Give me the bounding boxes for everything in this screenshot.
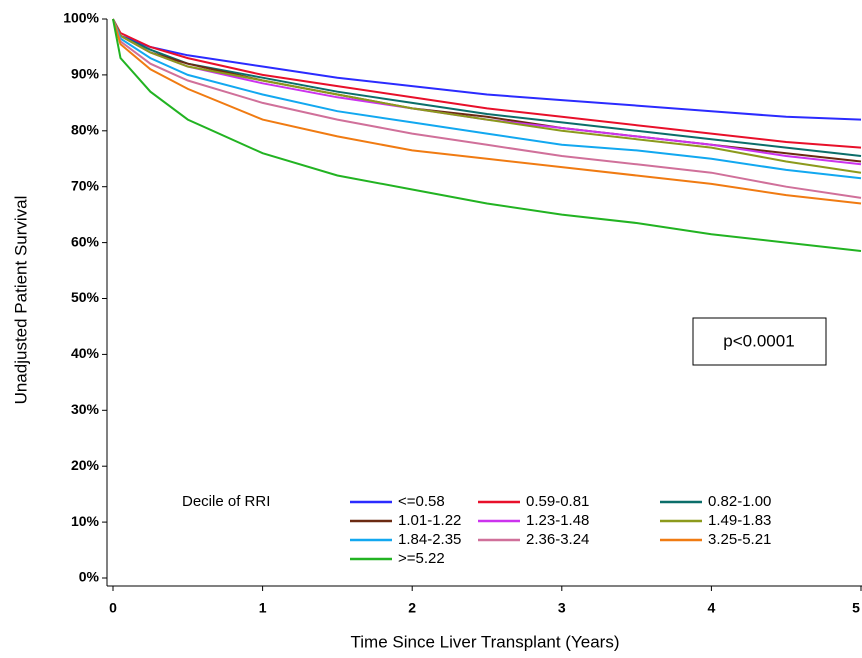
y-tick-label: 70%: [71, 177, 100, 193]
x-tick-label: 4: [708, 600, 716, 616]
annotation: p<0.0001: [723, 331, 794, 350]
survival-line: [112, 18, 862, 149]
survival-line: [112, 18, 862, 180]
legend-label: 1.49-1.83: [708, 512, 771, 529]
legend-label: 1.01-1.22: [398, 512, 461, 529]
y-tick-label: 80%: [71, 122, 100, 138]
survival-line: [112, 18, 862, 157]
survival-line: [112, 18, 862, 163]
y-tick-label: 90%: [71, 66, 100, 82]
x-tick-label: 5: [852, 600, 860, 616]
legend-label: 0.82-1.00: [708, 493, 771, 510]
legend-label: >=5.22: [398, 550, 445, 567]
legend-label: 1.84-2.35: [398, 531, 461, 548]
survival-line: [112, 18, 862, 174]
y-tick-label: 100%: [63, 10, 99, 26]
survival-line: [112, 18, 862, 205]
y-tick-label: 40%: [71, 345, 100, 361]
legend-label: 1.23-1.48: [526, 512, 589, 529]
y-tick-label: 10%: [71, 513, 100, 529]
legend-label: 2.36-3.24: [526, 531, 589, 548]
y-tick-label: 0%: [79, 569, 100, 585]
x-tick-label: 0: [109, 600, 117, 616]
legend-title: Decile of RRI: [182, 493, 270, 510]
x-axis-title: Time Since Liver Transplant (Years): [351, 632, 620, 651]
x-tick-label: 1: [259, 600, 267, 616]
x-tick-label: 2: [408, 600, 416, 616]
y-tick-label: 60%: [71, 233, 100, 249]
x-tick-label: 3: [558, 600, 566, 616]
y-axis-title: Unadjusted Patient Survival: [11, 196, 30, 405]
survival-line: [112, 18, 862, 199]
y-tick-label: 50%: [71, 289, 100, 305]
legend-label: <=0.58: [398, 493, 445, 510]
survival-line: [112, 18, 862, 252]
y-tick-label: 20%: [71, 457, 100, 473]
y-tick-label: 30%: [71, 401, 100, 417]
legend-label: 3.25-5.21: [708, 531, 771, 548]
annotation-box: [692, 317, 827, 366]
legend-label: 0.59-0.81: [526, 493, 589, 510]
